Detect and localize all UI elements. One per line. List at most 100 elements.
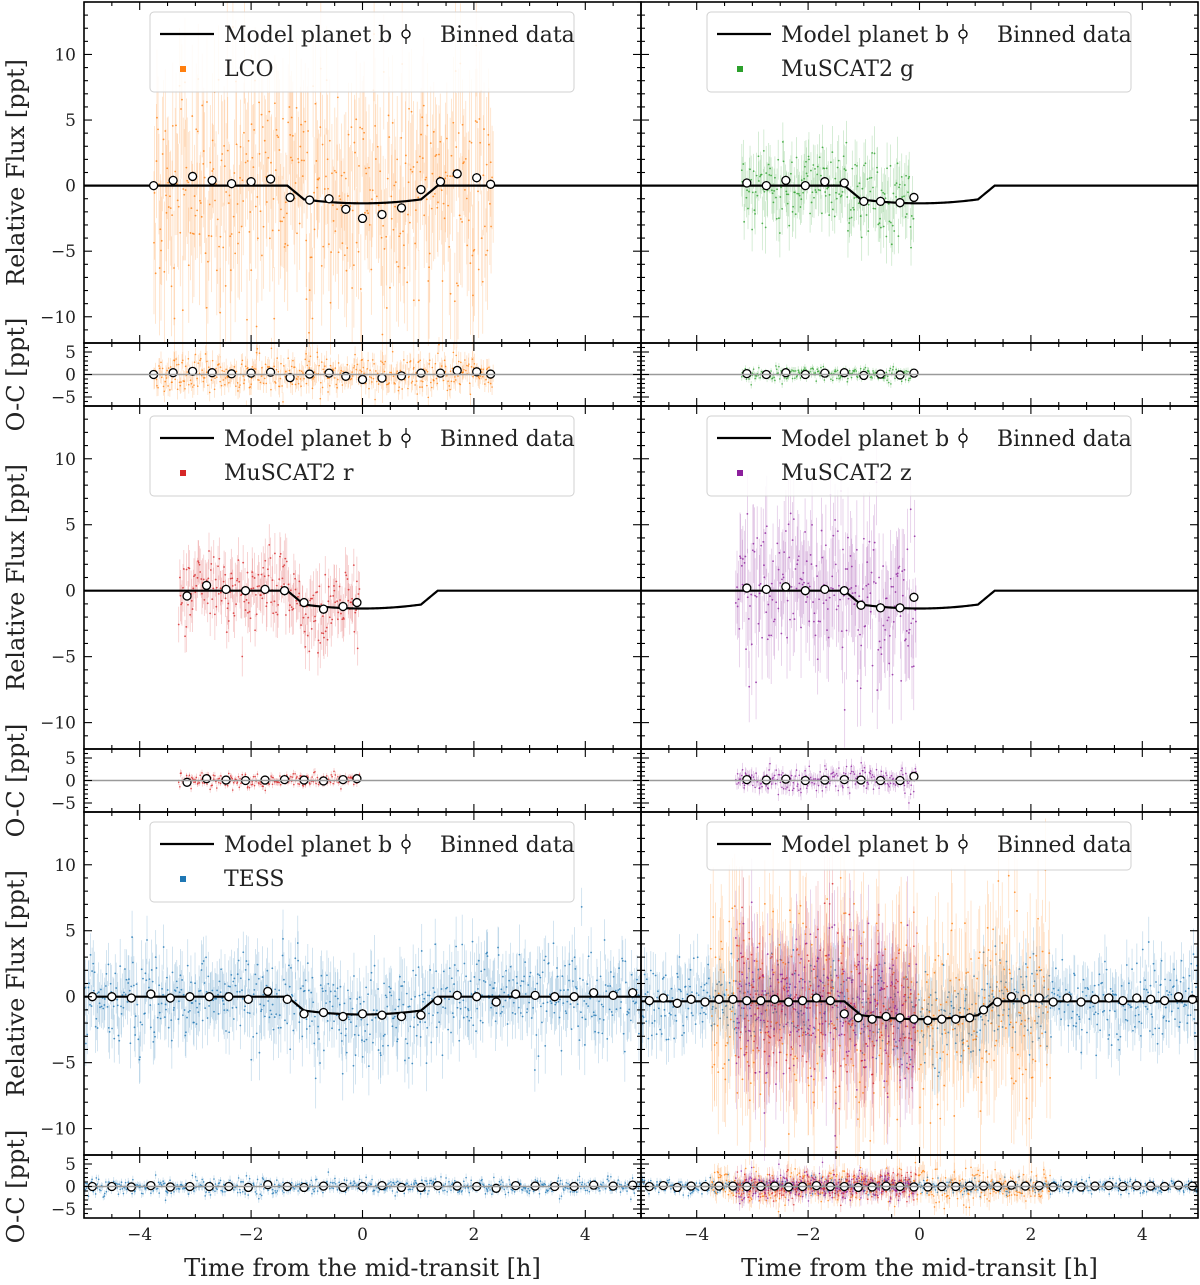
data-point: [853, 197, 856, 199]
data-point: [314, 615, 316, 618]
data-point: [251, 571, 254, 574]
data-point: [769, 167, 771, 170]
binned-point: [285, 192, 295, 203]
resid-point: [160, 361, 162, 364]
data-point: [343, 254, 346, 257]
binned-resid-point: [279, 774, 290, 785]
resid-point: [333, 770, 335, 773]
data-point: [347, 195, 349, 197]
data-point: [288, 604, 291, 607]
data-point: [154, 272, 157, 275]
resid-point: [871, 377, 873, 379]
resid-point: [755, 772, 757, 774]
resid-point: [421, 386, 423, 388]
resid-point: [281, 385, 283, 387]
data-point: [444, 171, 447, 174]
data-point: [187, 181, 190, 184]
data-point: [198, 563, 201, 566]
resid-point: [237, 775, 240, 778]
binned-resid-point: [324, 368, 334, 378]
data-point: [253, 577, 256, 579]
data-point: [407, 213, 409, 216]
data-point: [910, 215, 913, 217]
data-point: [294, 577, 296, 580]
resid-point: [415, 380, 418, 382]
data-point: [211, 598, 214, 601]
resid-point: [274, 382, 277, 384]
data-point: [321, 143, 324, 146]
data-point: [164, 130, 167, 132]
data-point: [251, 575, 254, 578]
resid-point: [769, 762, 771, 765]
data-point: [872, 186, 874, 189]
data-point: [850, 587, 853, 589]
resid-point: [794, 775, 797, 777]
data-point: [793, 618, 796, 620]
resid-point: [830, 378, 832, 380]
data-point: [759, 175, 761, 178]
resid-point: [205, 371, 208, 373]
data-point: [876, 689, 879, 692]
data-point: [324, 573, 327, 576]
data-point: [822, 602, 825, 605]
data-point: [383, 248, 386, 250]
resid-point: [158, 365, 160, 367]
data-point: [455, 282, 458, 285]
data-point: [427, 280, 430, 282]
resid-point: [297, 382, 300, 385]
data-point: [417, 196, 420, 199]
resid-point: [334, 774, 337, 776]
resid-point: [412, 368, 415, 370]
data-point: [226, 607, 229, 610]
binned-point: [338, 601, 348, 612]
resid-point: [832, 775, 834, 778]
resid-point: [434, 362, 437, 365]
resid-point: [904, 372, 906, 374]
resid-point: [889, 367, 892, 370]
data-point: [289, 589, 292, 592]
data-point: [858, 595, 861, 598]
panel-plot-area: [641, 120, 1198, 389]
data-point: [206, 101, 208, 103]
data-point: [312, 620, 315, 623]
resid-point: [751, 774, 753, 776]
data-point: [830, 161, 832, 164]
data-point: [765, 172, 768, 174]
data-point: [855, 164, 858, 167]
resid-point: [851, 372, 854, 374]
data-point: [386, 177, 389, 180]
data-point: [891, 673, 894, 676]
resid-point: [235, 385, 237, 388]
legend-instrument-label: LCO: [224, 57, 273, 82]
data-point: [765, 525, 768, 528]
data-point: [343, 171, 346, 174]
data-point: [893, 605, 896, 608]
resid-point: [768, 769, 770, 771]
data-point: [824, 194, 827, 197]
data-point: [203, 599, 206, 601]
binned-point: [341, 204, 351, 214]
resid-point: [367, 359, 369, 362]
data-point: [325, 175, 327, 178]
data-point: [354, 151, 356, 154]
resid-point: [758, 366, 760, 369]
data-point: [162, 138, 165, 141]
binned-point: [265, 174, 276, 184]
data-point: [362, 138, 365, 140]
data-point: [746, 512, 749, 515]
resid-point: [852, 771, 855, 773]
data-point: [867, 203, 870, 206]
data-point: [245, 599, 248, 601]
resid-point: [414, 384, 416, 386]
data-point: [305, 298, 308, 301]
data-point: [873, 152, 876, 155]
binned-resid-point: [338, 774, 348, 785]
resid-point: [294, 383, 297, 386]
binned-point: [221, 584, 231, 595]
data-point: [160, 239, 163, 242]
binned-resid-point: [357, 374, 368, 385]
resid-point: [339, 372, 342, 374]
data-point: [268, 237, 271, 240]
data-point: [160, 249, 162, 252]
data-point: [359, 288, 362, 290]
